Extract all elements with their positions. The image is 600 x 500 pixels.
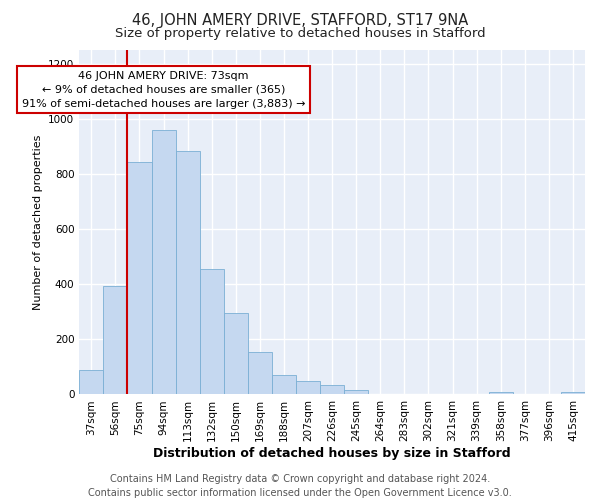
Bar xyxy=(224,313,248,394)
Text: 46, JOHN AMERY DRIVE, STAFFORD, ST17 9NA: 46, JOHN AMERY DRIVE, STAFFORD, ST17 9NA xyxy=(132,12,468,28)
Bar xyxy=(320,385,344,394)
Y-axis label: Number of detached properties: Number of detached properties xyxy=(32,134,43,310)
Bar xyxy=(561,392,585,394)
Bar xyxy=(272,375,296,394)
Bar xyxy=(176,150,200,394)
X-axis label: Distribution of detached houses by size in Stafford: Distribution of detached houses by size … xyxy=(154,447,511,460)
Bar xyxy=(344,390,368,394)
Bar xyxy=(79,370,103,394)
Bar xyxy=(488,392,513,394)
Bar xyxy=(296,380,320,394)
Bar xyxy=(103,286,127,395)
Text: 46 JOHN AMERY DRIVE: 73sqm
← 9% of detached houses are smaller (365)
91% of semi: 46 JOHN AMERY DRIVE: 73sqm ← 9% of detac… xyxy=(22,70,305,108)
Text: Size of property relative to detached houses in Stafford: Size of property relative to detached ho… xyxy=(115,28,485,40)
Bar xyxy=(248,352,272,395)
Bar xyxy=(200,269,224,394)
Bar xyxy=(151,130,176,394)
Text: Contains HM Land Registry data © Crown copyright and database right 2024.
Contai: Contains HM Land Registry data © Crown c… xyxy=(88,474,512,498)
Bar xyxy=(127,162,151,394)
